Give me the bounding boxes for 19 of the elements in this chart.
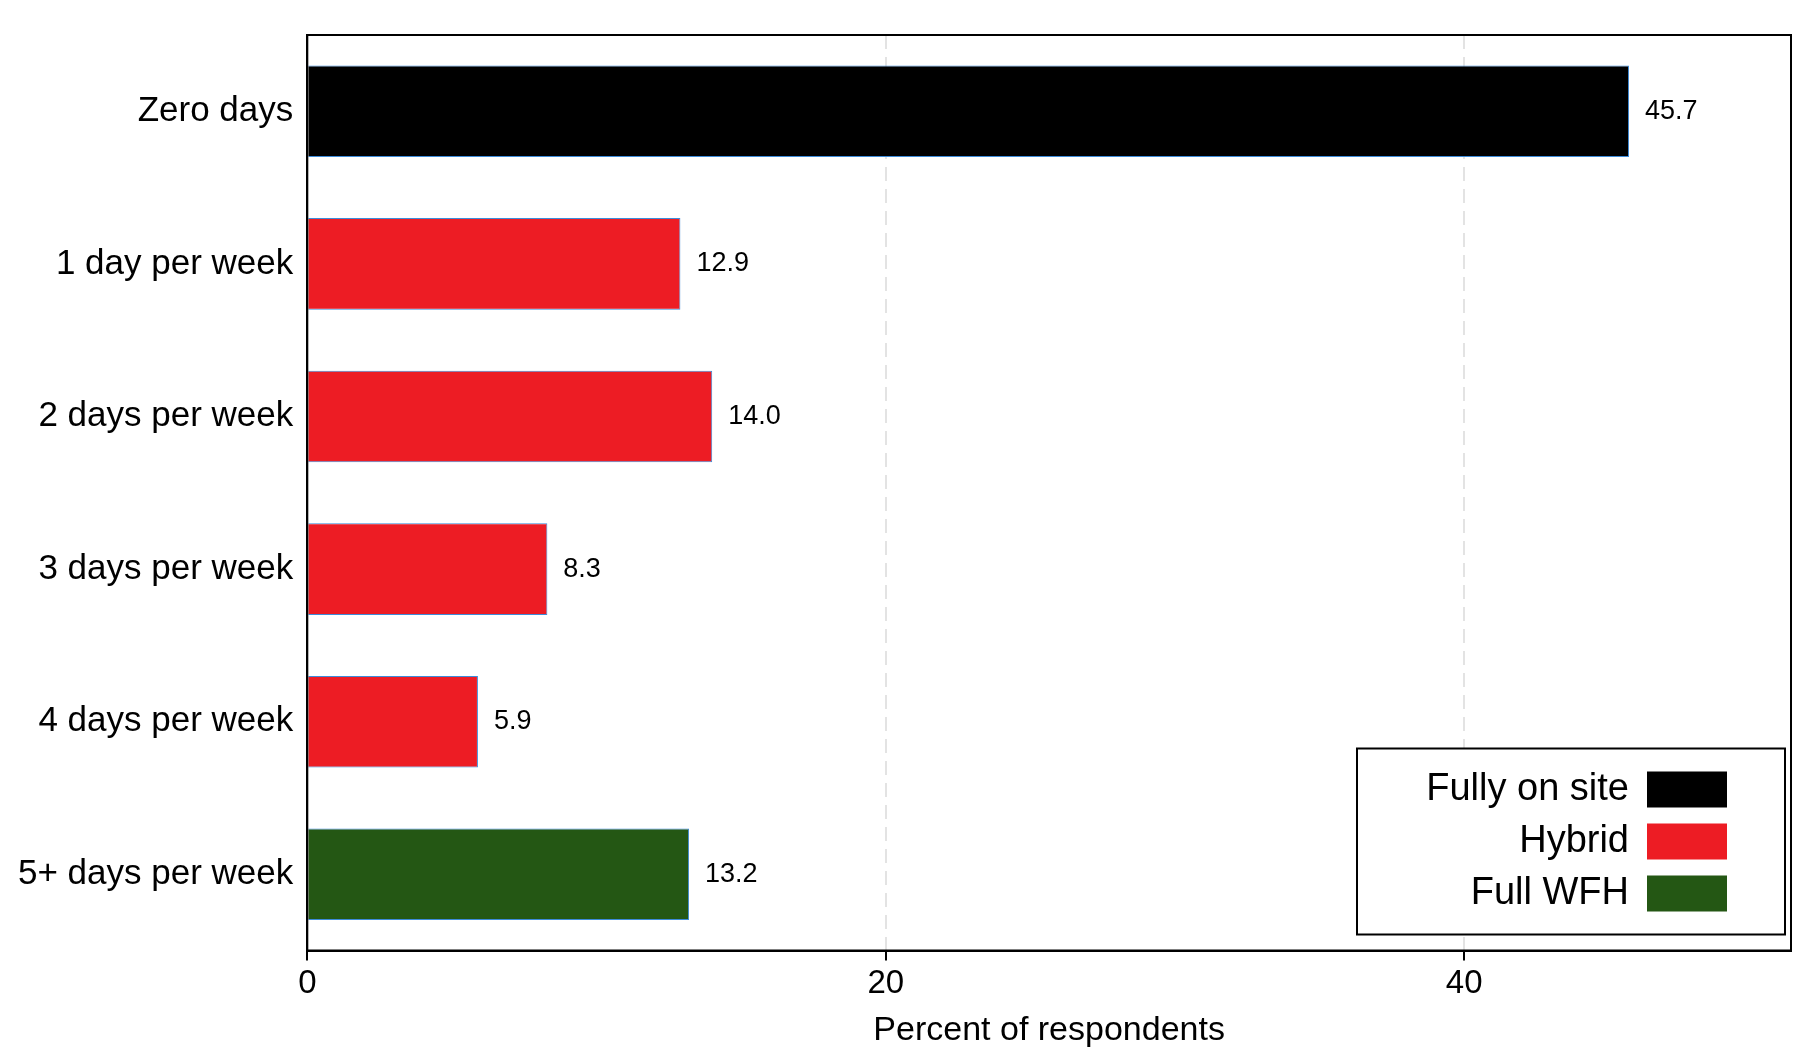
y-tick-label: 5+ days per week xyxy=(17,851,294,891)
legend-label: Hybrid xyxy=(1519,818,1629,861)
x-tick-label: 0 xyxy=(298,963,317,1001)
x-axis-title: Percent of respondents xyxy=(873,1008,1225,1047)
data-label: 14.0 xyxy=(728,399,781,430)
legend-label: Fully on site xyxy=(1426,766,1629,809)
y-tick-label: 3 days per week xyxy=(38,546,294,586)
data-label: 8.3 xyxy=(563,552,601,583)
y-tick-label: 1 day per week xyxy=(55,241,294,281)
data-label: 45.7 xyxy=(1645,94,1698,125)
x-tick-label: 20 xyxy=(867,963,905,1001)
data-label: 5.9 xyxy=(493,705,532,736)
legend-label: Full WFH xyxy=(1470,870,1629,913)
data-label: 13.2 xyxy=(705,857,758,888)
y-tick-label: Zero days xyxy=(137,88,294,128)
y-tick-label: 2 days per week xyxy=(38,394,294,434)
y-tick-label: 4 days per week xyxy=(38,699,294,739)
data-label: 12.9 xyxy=(696,247,749,278)
x-tick-label: 40 xyxy=(1445,963,1483,1001)
